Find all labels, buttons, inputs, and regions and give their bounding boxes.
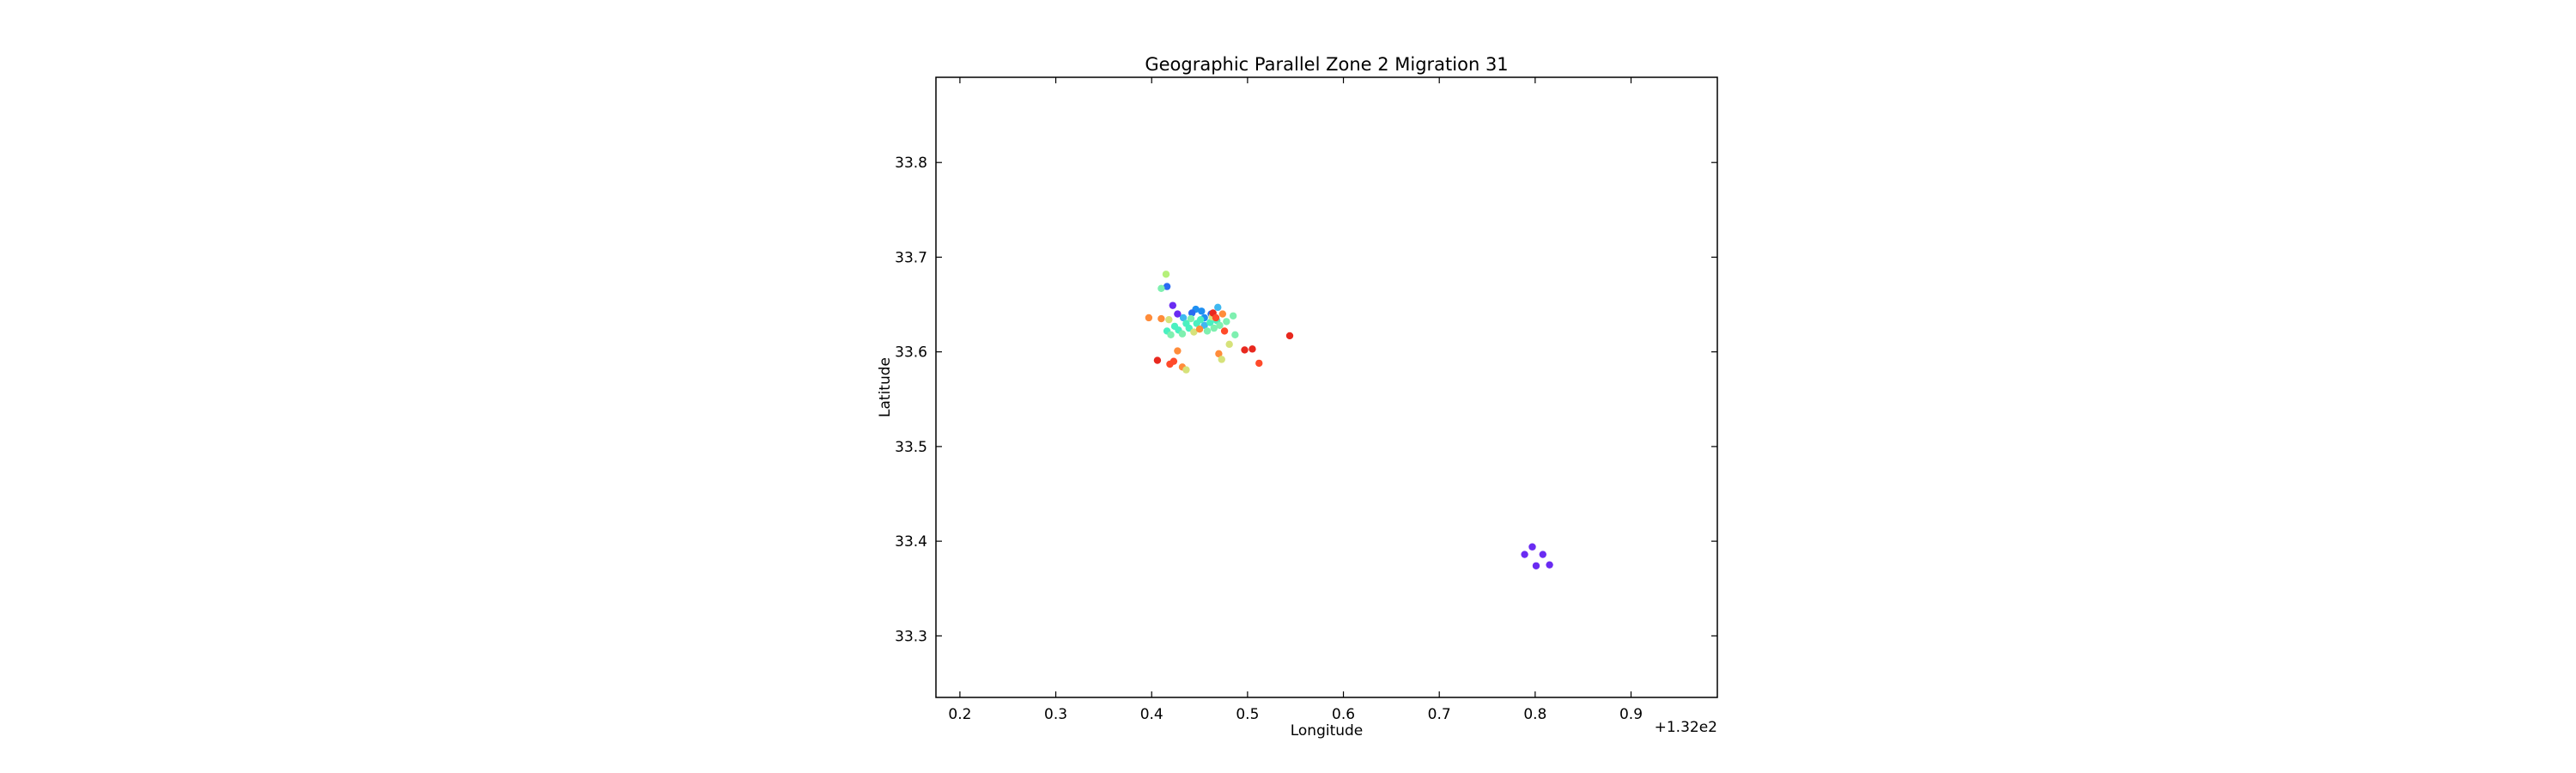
scatter-point — [1218, 356, 1225, 363]
y-axis-label: Latitude — [877, 357, 894, 417]
scatter-point — [1528, 543, 1536, 551]
x-tick-label: 0.4 — [1140, 706, 1163, 723]
scatter-point — [1546, 561, 1553, 569]
scatter-point — [1167, 331, 1175, 339]
scatter-point — [1225, 340, 1233, 349]
scatter-point — [1187, 314, 1195, 323]
scatter-point — [1195, 326, 1204, 333]
scatter-point — [1196, 315, 1205, 324]
scatter-point — [1163, 283, 1171, 290]
ticks-layer: 0.2 0.3 0.4 0.5 0.6 0.7 0.8 0.9 33.3 33.4 33.5 33.6… — [895, 77, 1717, 723]
scatter-point — [1145, 313, 1153, 322]
scatter-point — [1169, 301, 1176, 309]
y-tick-label: 33.4 — [895, 533, 927, 551]
chart-title: Geographic Parallel Zone 2 Migration 31 — [1145, 54, 1508, 75]
x-tick-label: 0.9 — [1619, 706, 1643, 723]
x-tick-label: 0.2 — [948, 706, 971, 723]
scatter-point — [1214, 303, 1222, 312]
scatter-point — [1153, 356, 1162, 364]
scatter-point — [1223, 318, 1230, 326]
scatter-point — [1174, 347, 1182, 355]
scatter-point — [1249, 345, 1256, 353]
scatter-point — [1188, 309, 1196, 317]
scatter-point — [1231, 331, 1239, 339]
scatter-point — [1178, 330, 1187, 338]
x-axis-label: Longitude — [1291, 722, 1364, 740]
y-tick-label: 33.5 — [895, 439, 927, 456]
scatter-point — [1216, 321, 1224, 329]
points-layer — [1145, 271, 1553, 569]
scatter-point — [1539, 551, 1546, 558]
x-tick-label: 0.5 — [1236, 706, 1259, 723]
scatter-point — [1210, 324, 1218, 332]
scatter-point — [1174, 310, 1182, 318]
scatter-point — [1170, 357, 1178, 365]
plot-frame — [935, 76, 1718, 698]
scatter-point — [1215, 350, 1223, 358]
x-tick-label: 0.6 — [1332, 706, 1355, 723]
scatter-point — [1203, 327, 1212, 335]
scatter-point — [1521, 551, 1528, 558]
y-tick-label: 33.6 — [895, 344, 927, 362]
scatter-point — [1198, 307, 1206, 315]
scatter-point — [1165, 315, 1173, 324]
scatter-point — [1190, 328, 1198, 336]
scatter-point — [1206, 319, 1214, 326]
scatter-point — [1532, 562, 1540, 569]
scatter-point — [1162, 271, 1170, 278]
scatter-point — [1157, 284, 1165, 293]
scatter-point — [1241, 346, 1249, 354]
x-tick-label: 0.8 — [1523, 706, 1546, 723]
scatter-point — [1285, 332, 1294, 340]
scatter-point — [1255, 359, 1263, 368]
x-axis-offset-label: +1.32e2 — [1655, 719, 1717, 736]
scatter-point — [1212, 313, 1220, 322]
y-tick-label: 33.8 — [895, 155, 927, 172]
y-tick-label: 33.3 — [895, 628, 927, 645]
y-tick-label: 33.7 — [895, 249, 927, 266]
x-tick-label: 0.7 — [1428, 706, 1451, 723]
scatter-point — [1229, 312, 1237, 320]
scatter-point — [1182, 366, 1190, 374]
scatter-point — [1179, 313, 1188, 322]
scatter-point — [1218, 310, 1227, 318]
scatter-point — [1220, 327, 1229, 335]
scatter-point — [1157, 314, 1165, 323]
x-tick-label: 0.3 — [1044, 706, 1067, 723]
